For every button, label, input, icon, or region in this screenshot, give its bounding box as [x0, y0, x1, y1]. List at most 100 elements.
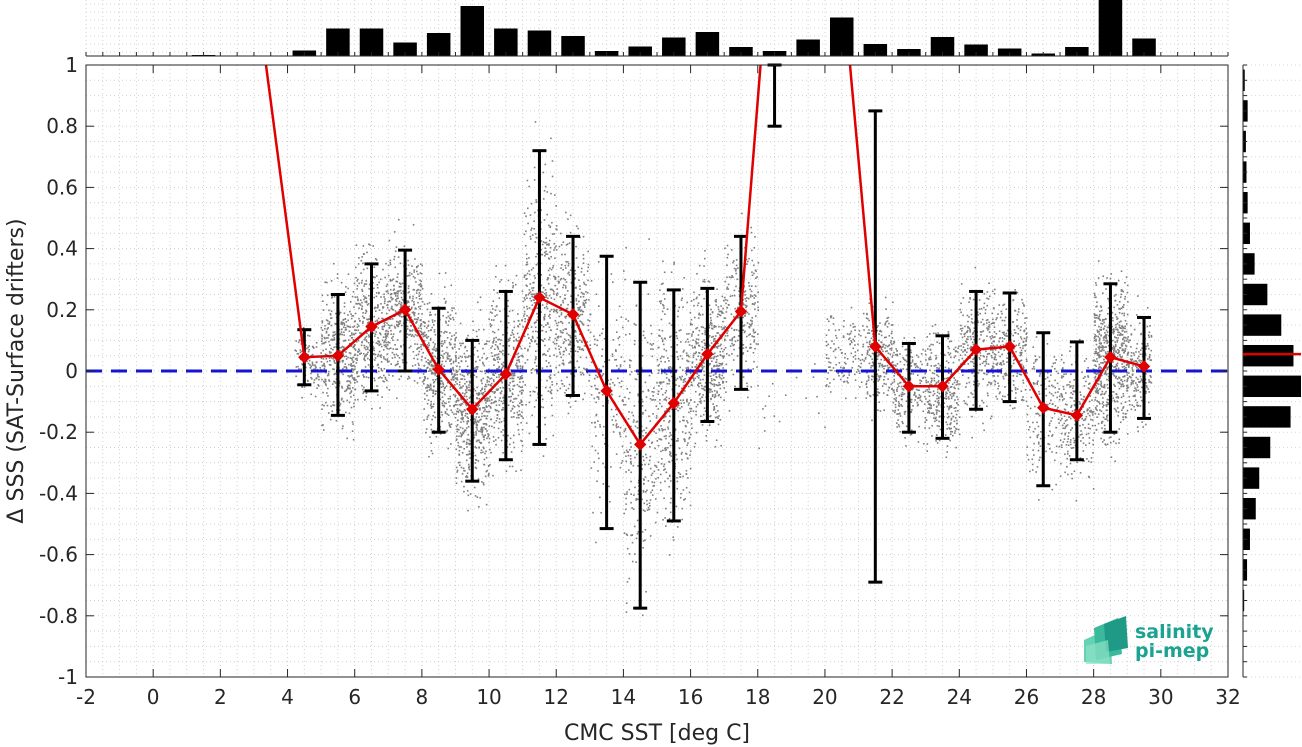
- scatter-point: [387, 292, 390, 295]
- scatter-point: [347, 356, 349, 359]
- scatter-point: [700, 355, 702, 358]
- scatter-point: [435, 390, 438, 393]
- scatter-point: [583, 293, 585, 296]
- scatter-point: [702, 388, 705, 390]
- scatter-point: [635, 305, 638, 307]
- scatter-point: [509, 437, 512, 440]
- scatter-point: [438, 272, 441, 275]
- scatter-point: [717, 332, 720, 334]
- scatter-point: [497, 436, 500, 439]
- scatter-point: [520, 399, 522, 402]
- scatter-point: [352, 423, 354, 425]
- scatter-point: [495, 388, 498, 391]
- scatter-point: [364, 297, 366, 299]
- scatter-point: [611, 355, 614, 358]
- scatter-point: [343, 312, 346, 315]
- scatter-point: [458, 368, 461, 371]
- scatter-point: [419, 293, 422, 296]
- scatter-point: [555, 293, 558, 296]
- scatter-point: [533, 179, 536, 181]
- scatter-point: [549, 251, 551, 253]
- scatter-point: [548, 224, 550, 227]
- scatter-point: [592, 511, 594, 514]
- scatter-point: [430, 423, 432, 426]
- scatter-point: [474, 420, 476, 422]
- scatter-point: [384, 332, 387, 335]
- scatter-point: [485, 385, 488, 388]
- scatter-point: [683, 384, 685, 387]
- scatter-point: [668, 461, 671, 463]
- scatter-point: [492, 300, 495, 302]
- scatter-point: [455, 448, 458, 451]
- scatter-point: [361, 288, 363, 291]
- scatter-point: [551, 160, 554, 162]
- scatter-point: [455, 360, 457, 363]
- scatter-point: [495, 376, 498, 379]
- scatter-point: [367, 341, 370, 344]
- scatter-point: [295, 340, 298, 342]
- scatter-point: [495, 341, 497, 343]
- scatter-point: [695, 372, 698, 374]
- scatter-point: [540, 406, 542, 408]
- scatter-point: [386, 283, 389, 286]
- scatter-point: [396, 363, 399, 365]
- scatter-point: [385, 337, 388, 339]
- scatter-point: [618, 382, 621, 384]
- scatter-point: [440, 342, 443, 345]
- scatter-point: [487, 376, 490, 379]
- scatter-point: [311, 361, 314, 364]
- scatter-point: [686, 338, 689, 341]
- scatter-point: [570, 295, 572, 297]
- scatter-point: [860, 381, 863, 384]
- scatter-point: [585, 291, 587, 293]
- scatter-point: [631, 541, 634, 544]
- scatter-point: [636, 420, 639, 423]
- scatter-point: [443, 286, 446, 288]
- scatter-point: [419, 330, 422, 333]
- scatter-point: [701, 333, 704, 335]
- scatter-point: [449, 314, 452, 316]
- scatter-point: [347, 374, 350, 377]
- scatter-point: [509, 337, 511, 340]
- scatter-point: [419, 272, 422, 274]
- scatter-point: [746, 382, 748, 385]
- scatter-point: [654, 447, 656, 450]
- scatter-point: [323, 404, 325, 407]
- scatter-point: [701, 348, 703, 351]
- scatter-point: [664, 447, 666, 450]
- scatter-point: [434, 390, 437, 392]
- scatter-point: [659, 481, 662, 484]
- scatter-point: [512, 333, 515, 335]
- scatter-point: [615, 364, 618, 367]
- scatter-point: [569, 361, 572, 364]
- scatter-point: [559, 309, 561, 312]
- scatter-point: [683, 419, 685, 422]
- scatter-point: [520, 450, 523, 453]
- scatter-point: [854, 329, 856, 332]
- scatter-point: [417, 306, 420, 308]
- scatter-point: [456, 428, 459, 431]
- scatter-point: [519, 323, 521, 326]
- scatter-point: [751, 271, 753, 274]
- scatter-point: [428, 386, 430, 389]
- scatter-point: [481, 387, 484, 390]
- scatter-point: [699, 379, 702, 381]
- scatter-point: [373, 377, 376, 380]
- scatter-point: [511, 331, 514, 334]
- scatter-point: [458, 365, 461, 368]
- scatter-point: [557, 282, 560, 284]
- scatter-point: [746, 311, 749, 314]
- scatter-point: [519, 413, 521, 416]
- scatter-point: [517, 313, 519, 315]
- scatter-point: [333, 404, 336, 407]
- scatter-point: [527, 327, 529, 330]
- scatter-point: [731, 338, 733, 341]
- scatter-point: [743, 324, 745, 327]
- scatter-point: [566, 243, 569, 245]
- scatter-point: [529, 214, 532, 216]
- scatter-point: [374, 310, 377, 312]
- scatter-point: [686, 301, 688, 304]
- scatter-point: [456, 378, 458, 380]
- scatter-point: [642, 330, 645, 333]
- scatter-point: [694, 366, 697, 368]
